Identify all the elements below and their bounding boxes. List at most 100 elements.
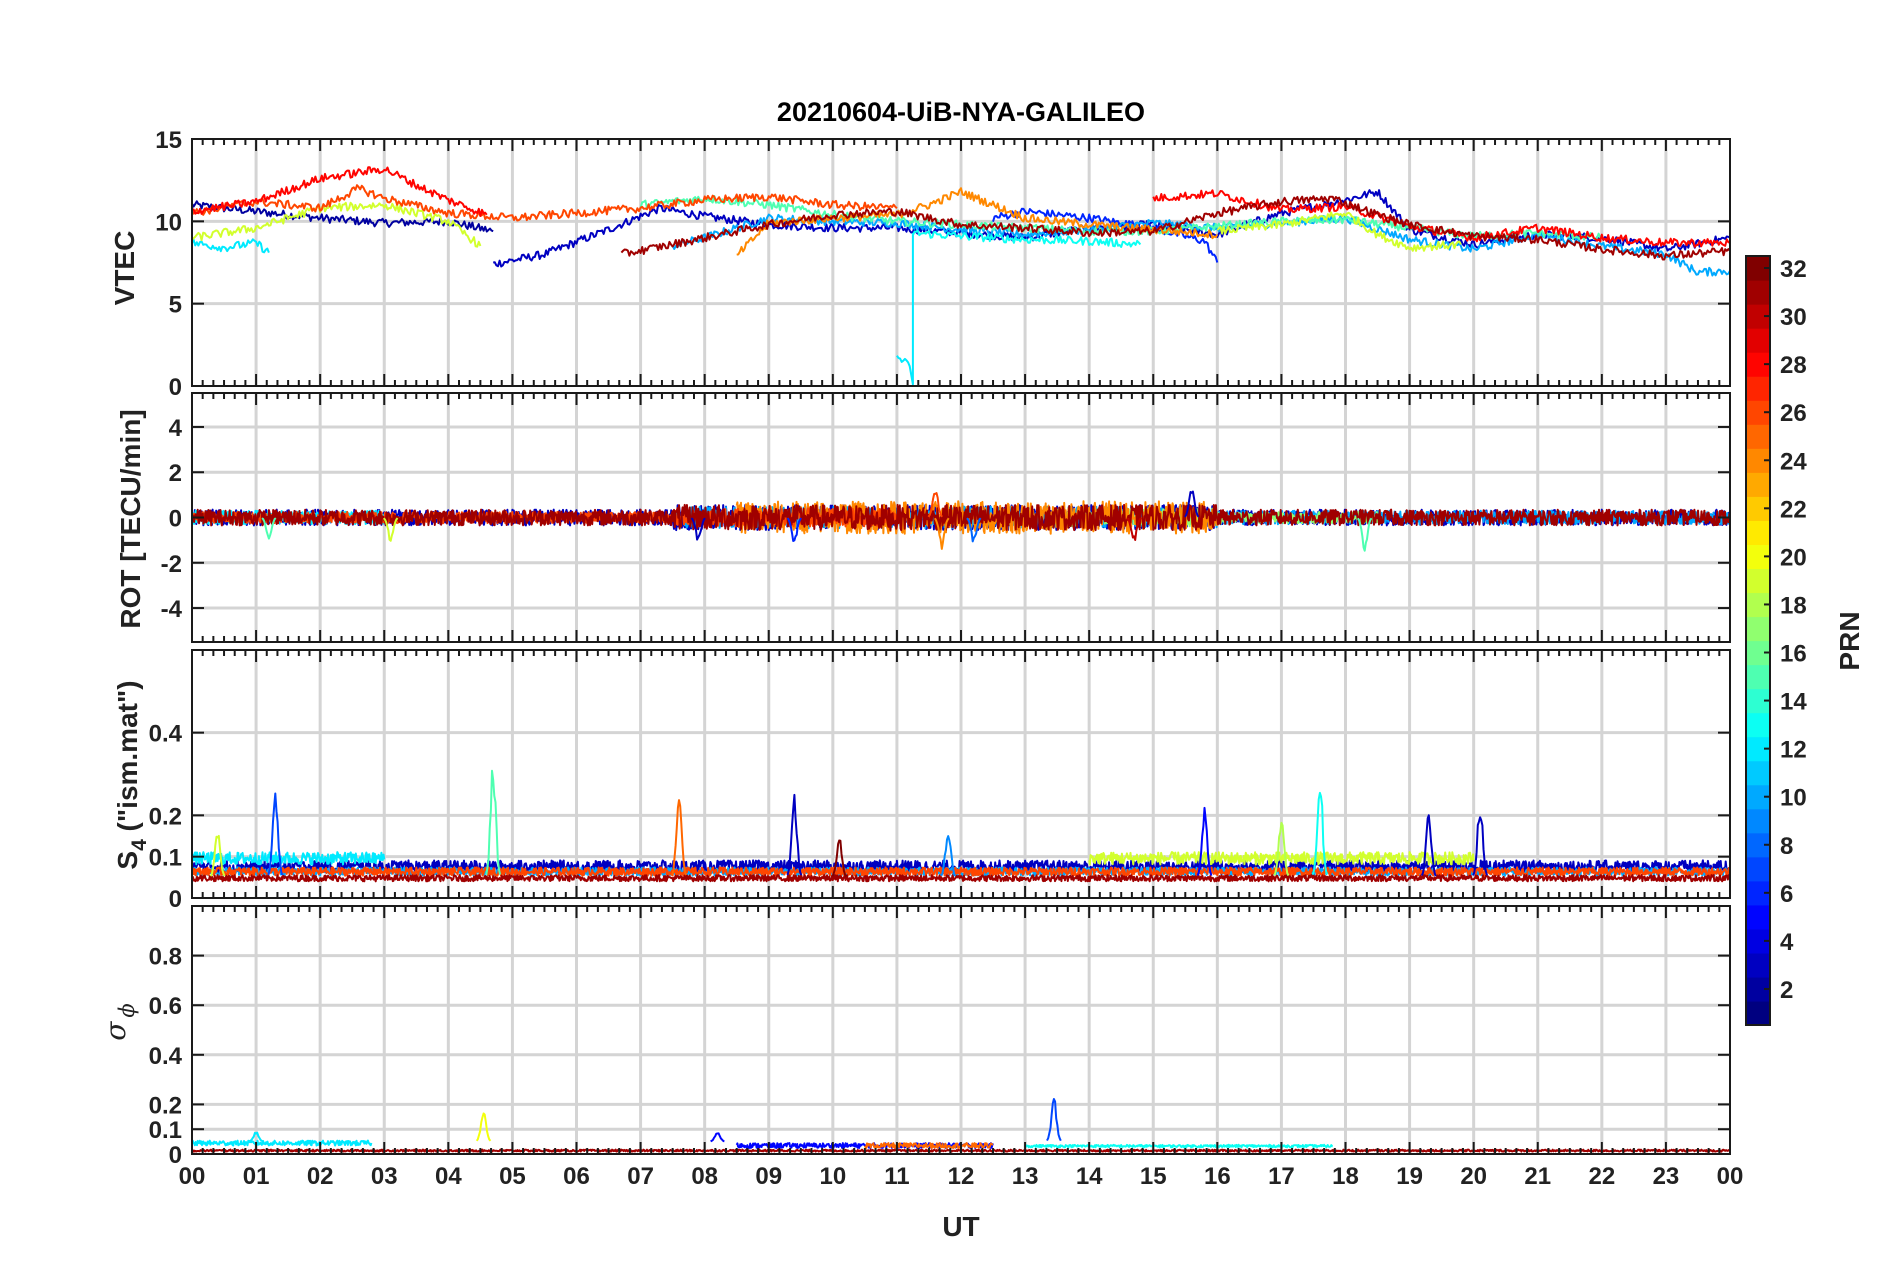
y-tick-label: 0.2 (149, 1092, 182, 1119)
spike-prn-3 (1420, 814, 1437, 877)
colorbar-swatch (1746, 760, 1770, 786)
series-prn-26 (192, 184, 898, 222)
y-tick-label: 0 (169, 374, 182, 401)
panel-vtec: 0 5 10 15 (155, 127, 1731, 401)
x-tick-label: 12 (948, 1163, 975, 1190)
spike-prn-8 (966, 517, 982, 543)
x-tick-label: 06 (563, 1163, 590, 1190)
spike-prn-30 (1126, 517, 1142, 541)
colorbar-swatch (1746, 328, 1770, 353)
y-tick-label: 0 (169, 886, 182, 913)
colorbar-swatch (1746, 952, 1770, 978)
s4-ylabel: S4 ("ism.mat") (112, 680, 151, 869)
x-tick-label: 15 (1140, 1163, 1167, 1190)
x-tick-label: 01 (243, 1163, 270, 1190)
colorbar-tick-label: 20 (1780, 544, 1807, 571)
x-tick-label: 10 (819, 1163, 846, 1190)
series-prn-12 (896, 232, 914, 386)
x-tick-label: 23 (1653, 1163, 1680, 1190)
colorbar-swatch (1746, 424, 1770, 449)
colorbar-tick-label: 22 (1780, 496, 1807, 523)
colorbar-tick-label: 32 (1780, 256, 1807, 283)
y-tick-label: 0 (169, 506, 182, 533)
colorbar-tick-label: 16 (1780, 641, 1807, 668)
spike-prn-7 (1046, 1098, 1062, 1142)
colorbar-swatch (1746, 808, 1770, 834)
spike-prn-7 (267, 792, 284, 876)
spike-prn-19 (209, 834, 226, 877)
series-prn-24 (736, 187, 1219, 256)
x-tick-label: 02 (307, 1163, 334, 1190)
spike-prn-6 (786, 517, 803, 542)
x-tick-label: 03 (371, 1163, 398, 1190)
x-tick-label: 20 (1460, 1163, 1487, 1190)
s4-ylabel-rest: ("ism.mat") (112, 680, 143, 839)
y-tick-label: 0.2 (149, 803, 182, 830)
colorbar-frame (1745, 255, 1771, 1026)
spike-prn-15 (1356, 517, 1373, 552)
spike-prn-26 (927, 492, 943, 518)
colorbar-tick-label: 10 (1780, 785, 1807, 812)
x-tick-label: 16 (1204, 1163, 1231, 1190)
y-tick-label: 10 (155, 209, 182, 236)
x-tick-label: 21 (1524, 1163, 1551, 1190)
x-tick-label: 00 (1717, 1163, 1744, 1190)
colorbar-tick-label: 26 (1780, 400, 1807, 427)
s4-ylabel-sub: 4 (128, 839, 151, 851)
spike-prn-18 (1273, 821, 1290, 876)
vtec-ylabel: VTEC (109, 231, 140, 306)
panels: 051015-4-202400.10.20.400.10.20.40.60.80… (149, 127, 1744, 1190)
colorbar-tick-label: 6 (1780, 881, 1793, 908)
colorbar-tick-label: 14 (1780, 689, 1807, 716)
x-axis-label: UT (942, 1211, 979, 1242)
y-tick-label: 2 (169, 460, 182, 487)
x-tick-label: 00 (179, 1163, 206, 1190)
colorbar-tick-label: 12 (1780, 737, 1807, 764)
spike-prn-15 (261, 517, 277, 540)
panel-rot: -4 -2 0 2 4 (161, 392, 1731, 643)
x-tick-label: 05 (499, 1163, 526, 1190)
y-tick-label: 5 (169, 292, 182, 319)
panel-s4: 0 0.1 0.2 0.4 (149, 649, 1731, 913)
series-prn-19 (1216, 211, 1462, 252)
x-tick-label: 22 (1588, 1163, 1615, 1190)
series-prn-12 (192, 851, 386, 866)
colorbar-swatch (1746, 520, 1770, 545)
y-tick-label: 0.1 (149, 845, 182, 872)
colorbar-swatch (1746, 664, 1770, 690)
spike-prn-3 (690, 517, 706, 541)
sigma-ylabel-main: σ (99, 1021, 132, 1041)
series-prn-19 (1088, 851, 1475, 866)
x-tick-label: 17 (1268, 1163, 1295, 1190)
x-tick-label: 19 (1396, 1163, 1423, 1190)
x-tick-label: 08 (691, 1163, 718, 1190)
colorbar-label: PRN (1834, 611, 1865, 670)
y-tick-label: 0.4 (149, 721, 183, 748)
series-prn-13 (911, 229, 1142, 248)
colorbar-swatch (1746, 712, 1770, 738)
colorbar-swatch (1746, 280, 1770, 305)
y-tick-label: 0.6 (149, 993, 182, 1020)
spike-prn-20 (475, 1112, 492, 1142)
x-tick-label: 14 (1076, 1163, 1103, 1190)
y-tick-label: 15 (155, 127, 182, 154)
chart-title: 20210604-UiB-NYA-GALILEO (777, 97, 1145, 127)
x-tick-label: 13 (1012, 1163, 1039, 1190)
colorbar-tick-label: 4 (1780, 929, 1794, 956)
spike-prn-3 (786, 793, 803, 876)
colorbar-tick-label: 18 (1780, 592, 1807, 619)
colorbar-swatch (1746, 616, 1770, 642)
spike-prn-25 (671, 799, 687, 876)
plot-area-rot (192, 490, 1730, 552)
spike-prn-19 (382, 517, 399, 542)
series-prn-31 (192, 874, 1730, 883)
spike-prn-9 (940, 835, 957, 877)
y-tick-label: 0.1 (149, 1117, 182, 1144)
colorbar-tick-label: 24 (1780, 448, 1807, 475)
spike-prn-5 (710, 1132, 725, 1143)
colorbar-swatch (1746, 1000, 1770, 1026)
y-tick-label: -4 (161, 596, 183, 623)
series-prn-12 (192, 1139, 373, 1147)
